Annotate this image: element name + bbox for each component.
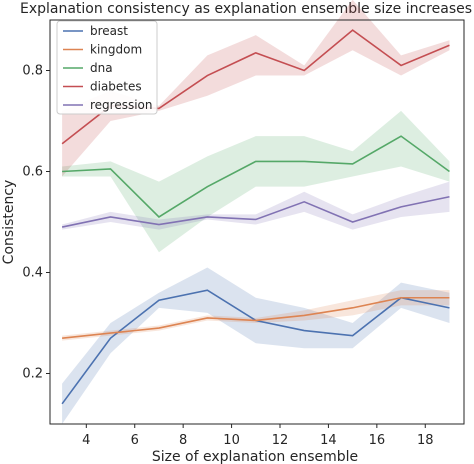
series-line-regression — [61, 195, 450, 228]
legend-label-regression: regression — [90, 98, 153, 112]
y-axis-label: Consistency — [1, 180, 17, 265]
confidence-band-regression — [62, 181, 450, 230]
legend-label-kingdom: kingdom — [90, 43, 142, 57]
y-tick-label: 0.4 — [22, 266, 43, 281]
y-tick-label: 0.6 — [22, 165, 43, 180]
legend: breast kingdom dna diabetes regression — [56, 20, 158, 115]
x-tick-label: 12 — [272, 433, 289, 448]
confidence-band-breast — [62, 267, 450, 424]
legend-label-diabetes: diabetes — [90, 80, 142, 94]
legend-label-dna: dna — [90, 61, 113, 75]
x-tick-label: 16 — [369, 433, 386, 448]
y-axis-ticks: 0.2 0.4 0.6 0.8 — [22, 64, 50, 382]
y-tick-label: 0.8 — [22, 64, 43, 79]
x-tick-label: 18 — [417, 433, 434, 448]
confidence-band-diabetes — [62, 0, 450, 177]
series-line-kingdom — [62, 296, 450, 339]
y-tick-label: 0.2 — [22, 367, 43, 382]
plot-frame — [49, 19, 465, 425]
x-tick-label: 8 — [179, 433, 187, 448]
chart-title: Explanation consistency as explanation e… — [20, 1, 472, 17]
legend-box — [56, 20, 158, 115]
x-axis-ticks: 4 6 8 10 12 14 16 18 — [82, 424, 434, 448]
x-tick-label: 4 — [82, 433, 90, 448]
x-tick-label: 6 — [131, 433, 139, 448]
x-axis-label: Size of explanation ensemble — [152, 449, 358, 464]
confidence-band-dna — [62, 110, 450, 253]
legend-label-breast: breast — [90, 24, 128, 38]
series-line-dna — [62, 135, 450, 218]
x-tick-label: 10 — [223, 433, 240, 448]
x-tick-label: 14 — [320, 433, 337, 448]
